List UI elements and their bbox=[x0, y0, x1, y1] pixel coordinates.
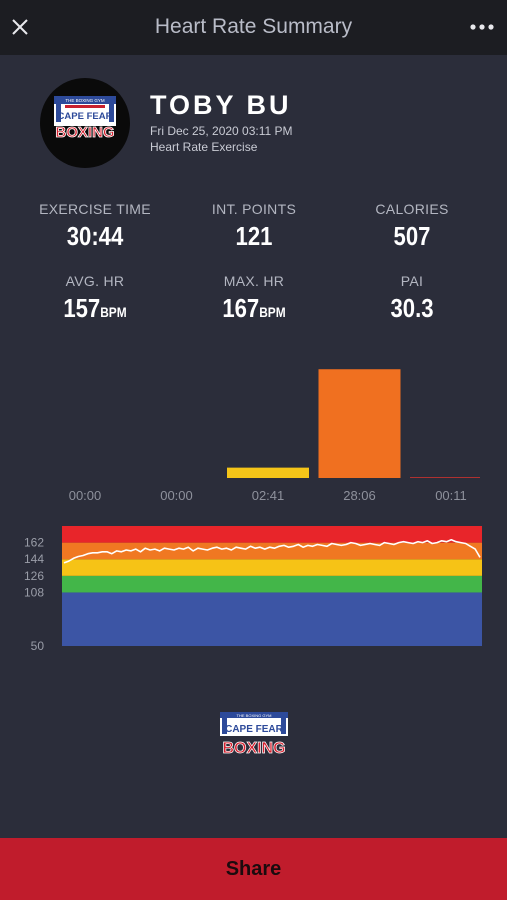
bar-tick-label: 28:06 bbox=[343, 488, 376, 503]
stat-value: 121 bbox=[235, 221, 273, 251]
stat-value: 167BPM bbox=[222, 293, 286, 323]
zone-bar bbox=[318, 369, 401, 478]
stat-value: 30.3 bbox=[390, 293, 434, 323]
zone-bar bbox=[410, 477, 480, 478]
stat-max-hr: MAX. HR 167BPM bbox=[174, 273, 334, 324]
stat-calories: CALORIES 507 bbox=[332, 201, 492, 252]
stat-unit: BPM bbox=[100, 304, 127, 320]
gym-logo: THE BOXING GYM CAPE FEAR BOXING bbox=[54, 96, 116, 141]
zone-bar bbox=[227, 467, 309, 478]
stat-value: 30:44 bbox=[66, 221, 124, 251]
stat-label: INT. POINTS bbox=[211, 201, 297, 217]
stat-label: PAI bbox=[400, 273, 424, 289]
svg-text:BOXING: BOXING bbox=[222, 740, 285, 757]
svg-text:THE BOXING GYM: THE BOXING GYM bbox=[237, 713, 272, 718]
stat-label: MAX. HR bbox=[223, 273, 285, 289]
hr-zone-band bbox=[62, 592, 482, 646]
hr-tick-label: 108 bbox=[24, 585, 44, 599]
svg-text:CAPE FEAR: CAPE FEAR bbox=[58, 111, 113, 122]
bar-tick-label: 02:41 bbox=[252, 488, 285, 503]
stat-int-points: INT. POINTS 121 bbox=[174, 201, 334, 252]
more-options-icon[interactable] bbox=[469, 20, 495, 34]
user-name: TOBY BU bbox=[150, 90, 292, 120]
bar-tick-label: 00:00 bbox=[69, 488, 102, 503]
share-button[interactable]: Share bbox=[0, 838, 507, 900]
hr-tick-label: 126 bbox=[24, 569, 44, 583]
workout-date: Fri Dec 25, 2020 03:11 PM bbox=[150, 124, 293, 138]
stat-value: 507 bbox=[393, 221, 431, 251]
hr-tick-label: 144 bbox=[24, 552, 44, 566]
stat-pai: PAI 30.3 bbox=[332, 273, 492, 324]
heart-rate-line bbox=[63, 538, 481, 564]
hr-zone-band bbox=[62, 542, 482, 560]
close-icon[interactable] bbox=[10, 17, 30, 37]
svg-text:CAPE FEAR: CAPE FEAR bbox=[225, 724, 284, 735]
hr-zone-band bbox=[62, 575, 482, 593]
bar-tick-label: 00:11 bbox=[435, 488, 467, 503]
zone-time-bar-chart: 00:00 00:00 02:41 28:06 00:11 bbox=[69, 369, 480, 503]
stat-exercise-time: EXERCISE TIME 30:44 bbox=[15, 201, 175, 252]
top-bar: Heart Rate Summary bbox=[0, 0, 507, 55]
share-label: Share bbox=[225, 857, 282, 880]
hr-zone-band bbox=[62, 559, 482, 576]
stat-unit: BPM bbox=[259, 304, 286, 320]
bar-tick-label: 00:00 bbox=[160, 488, 193, 503]
gym-logo-footer: THE BOXING GYM CAPE FEAR BOXING bbox=[220, 712, 288, 757]
hr-tick-label: 50 bbox=[31, 639, 45, 653]
avatar: THE BOXING GYM CAPE FEAR BOXING bbox=[40, 78, 130, 168]
stat-label: AVG. HR bbox=[65, 273, 125, 289]
stat-avg-hr: AVG. HR 157BPM bbox=[15, 273, 175, 324]
svg-text:BOXING: BOXING bbox=[55, 124, 114, 141]
page-title: Heart Rate Summary bbox=[154, 15, 353, 38]
hr-zone-band bbox=[62, 526, 482, 543]
stat-label: CALORIES bbox=[375, 201, 449, 217]
stat-value: 157BPM bbox=[63, 293, 127, 323]
stat-label: EXERCISE TIME bbox=[39, 201, 151, 217]
svg-text:THE BOXING GYM: THE BOXING GYM bbox=[65, 98, 105, 103]
heart-rate-zone-chart: 162 144 126 108 50 bbox=[24, 526, 482, 653]
hr-tick-label: 162 bbox=[24, 536, 44, 550]
workout-type: Heart Rate Exercise bbox=[150, 140, 258, 154]
